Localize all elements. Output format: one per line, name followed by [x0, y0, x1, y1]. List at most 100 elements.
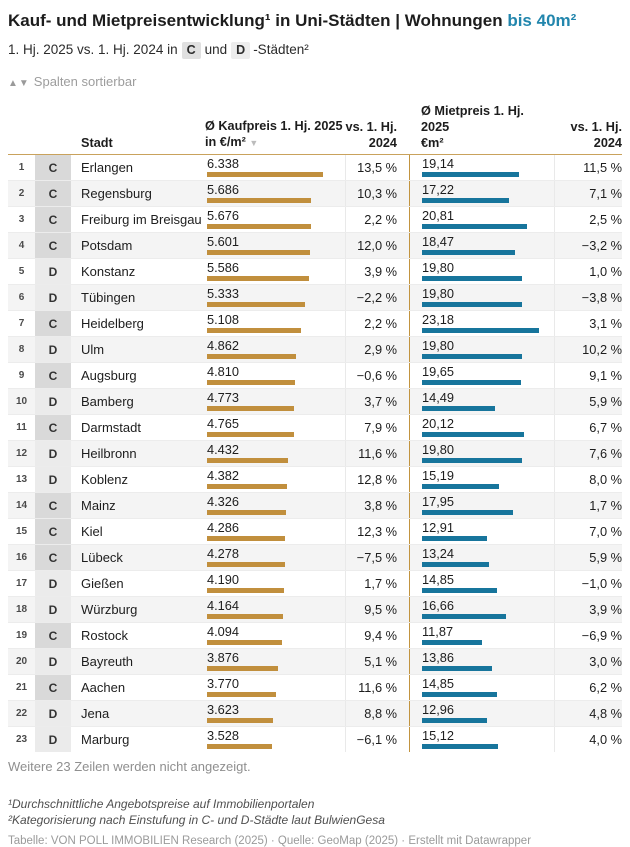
kauf-vs-cell: 7,9 %: [345, 415, 409, 440]
miete-vs-cell: 4,8 %: [554, 701, 622, 726]
kaufpreis-bar: [207, 432, 295, 437]
kaufpreis-bar: [207, 484, 288, 489]
kaufpreis-bar: [207, 666, 278, 671]
mietpreis-value: 20,81: [422, 208, 455, 223]
miete-vs-cell: 11,5 %: [554, 155, 622, 180]
rank-cell: 13: [15, 474, 28, 485]
kaufpreis-cell: 5.686: [205, 181, 345, 206]
mietpreis-bar: [422, 718, 488, 723]
mietpreis-value: 14,85: [422, 676, 455, 691]
kauf-vs-cell: 3,8 %: [345, 493, 409, 518]
miete-vs-cell: −6,9 %: [554, 623, 622, 648]
city-cell: Tübingen: [81, 290, 136, 305]
kaufpreis-value: 3.770: [207, 676, 240, 691]
city-cell: Konstanz: [81, 264, 136, 279]
city-cell: Marburg: [81, 732, 130, 747]
category-cell: C: [35, 519, 71, 544]
kaufpreis-bar: [207, 276, 310, 281]
miete-vs-cell: 4,0 %: [554, 727, 622, 752]
miete-vs-cell: 8,0 %: [554, 467, 622, 492]
miete-vs-cell: 1,0 %: [554, 259, 622, 284]
kaufpreis-value: 5.686: [207, 182, 240, 197]
table-row: 7 C Heidelberg 5.108 2,2 % 23,18 3,1 %: [8, 310, 622, 336]
rank-cell: 20: [15, 656, 28, 667]
category-cell: C: [35, 181, 71, 206]
kaufpreis-cell: 5.333: [205, 285, 345, 310]
mietpreis-value: 17,22: [422, 182, 455, 197]
kaufpreis-value: 4.326: [207, 494, 240, 509]
kauf-vs-cell: 3,7 %: [345, 389, 409, 414]
column-header-city[interactable]: Stadt: [81, 136, 113, 150]
kauf-vs-cell: 12,0 %: [345, 233, 409, 258]
table-row: 5 D Konstanz 5.586 3,9 % 19,80 1,0 %: [8, 258, 622, 284]
city-cell: Aachen: [81, 680, 126, 695]
miete-vs-cell: 1,7 %: [554, 493, 622, 518]
mietpreis-cell: 11,87: [409, 623, 554, 648]
rank-cell: 15: [15, 526, 28, 537]
footnotes: ¹Durchschnittliche Angebotspreise auf Im…: [8, 796, 622, 828]
miete-vs-cell: 2,5 %: [554, 207, 622, 232]
kaufpreis-value: 5.676: [207, 208, 240, 223]
table-row: 11 C Darmstadt 4.765 7,9 % 20,12 6,7 %: [8, 414, 622, 440]
rank-cell: 1: [18, 162, 25, 173]
kaufpreis-value: 4.810: [207, 364, 240, 379]
city-cell: Gießen: [81, 576, 124, 591]
table-row: 9 C Augsburg 4.810 −0,6 % 19,65 9,1 %: [8, 362, 622, 388]
kauf-vs-cell: −6,1 %: [345, 727, 409, 752]
mietpreis-cell: 23,18: [409, 311, 554, 336]
kaufpreis-cell: 4.765: [205, 415, 345, 440]
column-header-kaufpreis[interactable]: Ø Kaufpreis 1. Hj. 2025 in €/m² ▼: [205, 119, 343, 149]
mietpreis-bar: [422, 536, 488, 541]
title-text: Kauf- und Mietpreisentwicklung¹ in Uni-S…: [8, 11, 503, 30]
table-row: 4 C Potsdam 5.601 12,0 % 18,47 −3,2 %: [8, 232, 622, 258]
category-cell: C: [35, 675, 71, 700]
column-header-kauf-vs[interactable]: vs. 1. Hj. 2024: [345, 120, 397, 150]
city-cell: Koblenz: [81, 472, 128, 487]
city-cell: Kiel: [81, 524, 103, 539]
kaufpreis-cell: 3.876: [205, 649, 345, 674]
sort-hint-label: Spalten sortierbar: [33, 74, 137, 89]
mietpreis-value: 19,65: [422, 364, 455, 379]
category-cell: D: [35, 337, 71, 362]
kauf-vs-cell: 2,2 %: [345, 311, 409, 336]
kauf-vs-cell: 11,6 %: [345, 441, 409, 466]
column-header-mietpreis[interactable]: Ø Mietpreis 1. Hj. 2025 €m²: [421, 104, 524, 150]
category-cell: C: [35, 155, 71, 180]
kaufpreis-value: 5.601: [207, 234, 240, 249]
table-row: 8 D Ulm 4.862 2,9 % 19,80 10,2 %: [8, 336, 622, 362]
column-header-miete-vs[interactable]: vs. 1. Hj. 2024: [570, 120, 622, 150]
mietpreis-value: 11,87: [422, 624, 454, 639]
kaufpreis-cell: 4.862: [205, 337, 345, 362]
kaufpreis-bar: [207, 744, 272, 749]
kaufpreis-value: 6.338: [207, 156, 240, 171]
mietpreis-cell: 17,95: [409, 493, 554, 518]
rank-cell: 23: [15, 734, 28, 745]
city-cell: Bamberg: [81, 394, 134, 409]
kauf-vs-cell: 12,8 %: [345, 467, 409, 492]
rank-cell: 18: [15, 604, 28, 615]
table-row: 6 D Tübingen 5.333 −2,2 % 19,80 −3,8 %: [8, 284, 622, 310]
rank-cell: 19: [15, 630, 28, 641]
category-d-badge: D: [231, 42, 251, 59]
mietpreis-value: 13,24: [422, 546, 455, 561]
mietpreis-bar: [422, 250, 516, 255]
kaufpreis-bar: [207, 380, 295, 385]
kaufpreis-cell: 3.770: [205, 675, 345, 700]
kauf-vs-cell: 2,2 %: [345, 207, 409, 232]
kaufpreis-value: 3.528: [207, 728, 240, 743]
kaufpreis-cell: 5.586: [205, 259, 345, 284]
mietpreis-cell: 15,19: [409, 467, 554, 492]
kaufpreis-bar: [207, 614, 284, 619]
city-cell: Freiburg im Breisgau: [81, 212, 202, 227]
city-cell: Regensburg: [81, 186, 152, 201]
miete-vs-cell: 5,9 %: [554, 389, 622, 414]
category-cell: C: [35, 363, 71, 388]
table-row: 18 D Würzburg 4.164 9,5 % 16,66 3,9 %: [8, 596, 622, 622]
category-cell: D: [35, 597, 71, 622]
mietpreis-cell: 19,80: [409, 337, 554, 362]
rank-cell: 12: [15, 448, 28, 459]
kaufpreis-cell: 4.773: [205, 389, 345, 414]
mietpreis-value: 23,18: [422, 312, 455, 327]
kaufpreis-cell: 4.190: [205, 571, 345, 596]
kaufpreis-bar: [207, 250, 310, 255]
